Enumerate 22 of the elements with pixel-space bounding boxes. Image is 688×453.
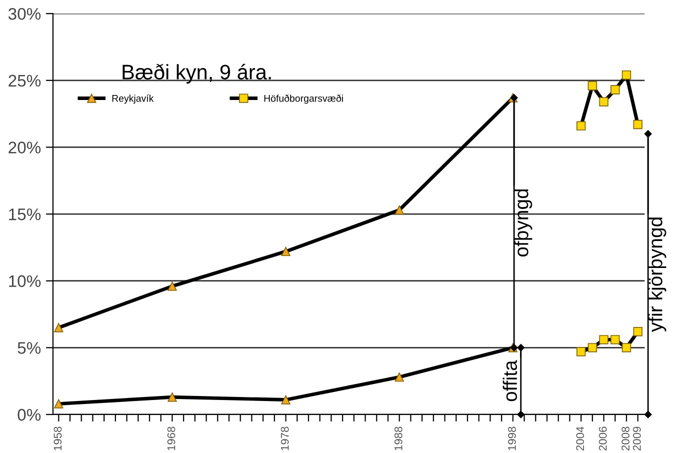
annotation: offita <box>502 360 518 402</box>
annotation: yfir kjörþyngd <box>648 218 666 332</box>
y-tick-label: 20% <box>8 142 41 154</box>
y-tick-label: 15% <box>9 208 41 220</box>
annotation: Bæði kyn, 9 ára. <box>122 64 271 84</box>
y-tick-label: 10% <box>9 275 41 288</box>
x-tick-label: 2006 <box>598 426 607 450</box>
x-tick-label: 1968 <box>167 426 176 450</box>
legend-label: Höfuðborgarsvæði <box>264 94 343 104</box>
x-tick-label: 2004 <box>576 426 584 450</box>
y-tick-label: 5% <box>18 342 41 354</box>
y-tick-label: 30% <box>8 8 41 20</box>
y-tick-label: 0% <box>18 408 41 421</box>
y-tick-label: 25% <box>8 74 41 87</box>
x-tick-label: 2008 <box>622 426 630 450</box>
x-tick-label: 2009 <box>632 426 641 450</box>
annotation: ofþyngd <box>514 189 532 257</box>
x-tick-label: 1998 <box>508 426 516 450</box>
x-tick-label: 1988 <box>394 426 402 450</box>
x-tick-label: 1958 <box>54 426 62 450</box>
x-tick-label: 1978 <box>280 426 289 450</box>
legend-label: Reykjavík <box>112 94 154 104</box>
